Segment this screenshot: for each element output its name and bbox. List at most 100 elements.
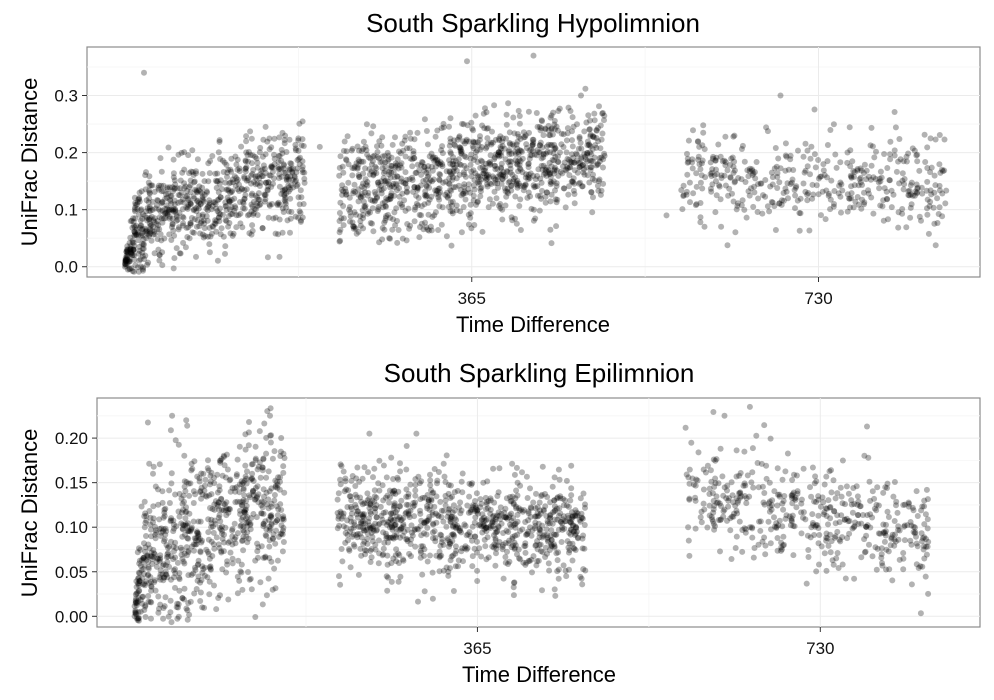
scatter-point: [924, 178, 931, 185]
scatter-point: [224, 466, 231, 473]
scatter-point: [421, 201, 428, 208]
scatter-point: [529, 527, 536, 534]
scatter-point: [780, 197, 787, 204]
scatter-point: [569, 178, 576, 185]
scatter-point: [140, 555, 147, 561]
scatter-point: [131, 268, 137, 275]
scatter-point: [854, 167, 861, 174]
scatter-point: [448, 187, 455, 194]
scatter-point: [494, 512, 501, 519]
scatter-point: [559, 170, 566, 177]
scatter-point: [386, 168, 393, 175]
scatter-point: [914, 185, 921, 192]
scatter-point: [336, 522, 343, 529]
scatter-point: [254, 173, 261, 180]
scatter-point: [939, 166, 945, 173]
scatter-point: [489, 128, 495, 135]
scatter-point: [546, 159, 553, 166]
scatter-point: [422, 219, 428, 226]
scatter-point: [685, 537, 692, 544]
scatter-point: [764, 128, 771, 135]
scatter-point: [205, 178, 212, 185]
scatter-point: [413, 200, 420, 207]
scatter-point: [731, 132, 738, 139]
scatter-point: [907, 519, 914, 525]
scatter-point: [362, 551, 369, 558]
scatter-point: [364, 179, 371, 185]
scatter-point: [547, 132, 554, 139]
scatter-point: [151, 551, 158, 558]
scatter-point: [186, 184, 193, 191]
scatter-point: [242, 158, 249, 165]
scatter-point: [800, 509, 807, 516]
scatter-point: [884, 480, 891, 487]
scatter-point: [452, 158, 459, 164]
y-tick-label: 0.10: [55, 518, 88, 537]
scatter-point: [190, 207, 197, 214]
scatter-point: [368, 554, 375, 561]
scatter-point: [344, 517, 351, 524]
scatter-point: [463, 154, 470, 161]
scatter-point: [391, 209, 398, 216]
scatter-point: [460, 121, 467, 128]
scatter-point: [699, 142, 706, 149]
scatter-point: [202, 476, 209, 483]
scatter-point: [482, 105, 488, 112]
scatter-point: [896, 556, 903, 563]
scatter-point: [287, 195, 294, 202]
scatter-point: [587, 131, 594, 138]
scatter-point: [508, 498, 515, 504]
scatter-point: [195, 203, 202, 210]
scatter-point: [287, 229, 293, 236]
scatter-point: [511, 546, 518, 553]
scatter-point: [393, 182, 400, 189]
scatter-point: [196, 535, 203, 542]
scatter-point: [727, 174, 734, 181]
scatter-point: [219, 472, 226, 479]
scatter-point: [190, 518, 197, 525]
scatter-point: [122, 261, 129, 267]
scatter-point: [891, 542, 898, 549]
scatter-point: [843, 515, 850, 522]
scatter-point: [340, 510, 347, 517]
scatter-point: [265, 468, 272, 475]
scatter-point: [494, 152, 501, 159]
scatter-point: [380, 509, 387, 516]
scatter-point: [372, 505, 378, 512]
scatter-point: [541, 531, 548, 538]
scatter-point: [771, 523, 778, 530]
scatter-point: [835, 190, 842, 197]
scatter-point: [421, 519, 428, 526]
scatter-point: [832, 520, 839, 527]
scatter-point: [547, 114, 554, 121]
scatter-point: [499, 546, 506, 553]
scatter-point: [285, 184, 292, 191]
scatter-point: [857, 174, 864, 181]
scatter-point: [435, 513, 442, 520]
scatter-point: [148, 578, 155, 585]
scatter-point: [502, 514, 509, 521]
scatter-point: [571, 159, 578, 166]
scatter-point: [265, 505, 272, 512]
scatter-point: [815, 493, 822, 500]
scatter-point: [755, 181, 761, 188]
scatter-point: [831, 534, 838, 541]
scatter-point: [495, 149, 502, 156]
scatter-point: [252, 496, 259, 503]
scatter-point: [817, 503, 824, 510]
scatter-point: [911, 530, 918, 537]
scatter-point: [920, 546, 927, 553]
scatter-point: [889, 531, 896, 538]
scatter-point: [847, 147, 854, 154]
scatter-point: [358, 158, 365, 165]
scatter-point: [663, 212, 670, 219]
scatter-point: [341, 138, 348, 145]
scatter-point: [141, 498, 148, 505]
scatter-point: [184, 205, 191, 212]
scatter-point: [459, 489, 466, 496]
scatter-point: [297, 209, 304, 216]
scatter-point: [493, 545, 500, 552]
scatter-point: [563, 149, 570, 156]
scatter-point: [142, 186, 149, 193]
scatter-point: [746, 192, 753, 199]
